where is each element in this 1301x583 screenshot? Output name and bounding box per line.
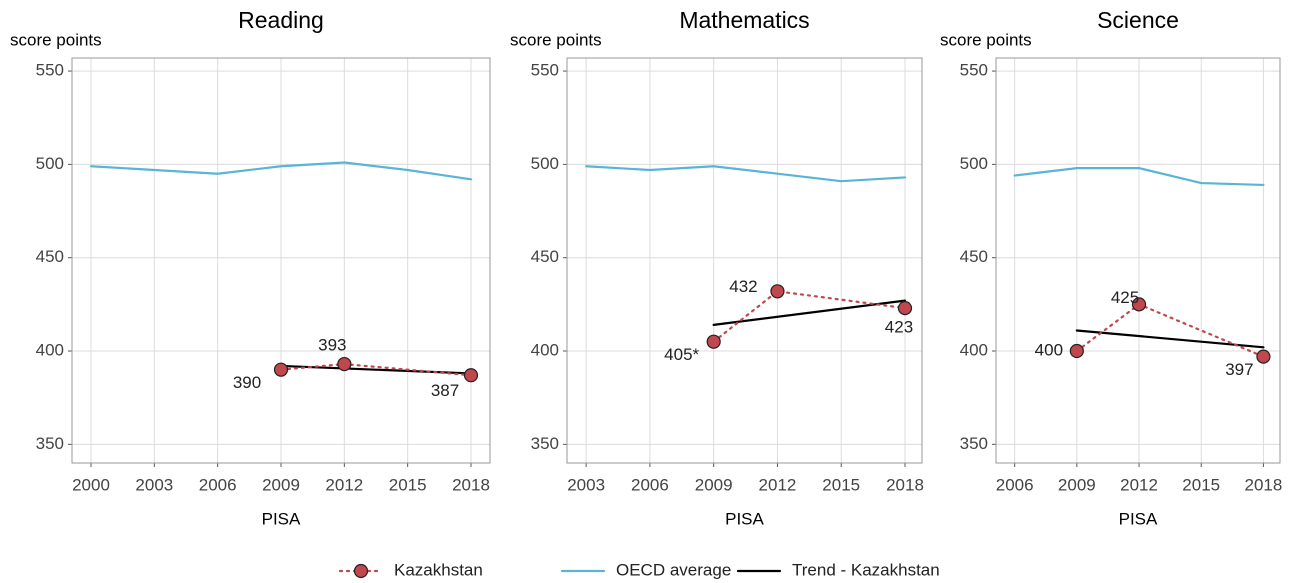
y-tick-label: 550 bbox=[36, 61, 64, 80]
panel-title: Mathematics bbox=[679, 7, 809, 33]
x-tick-label: 2009 bbox=[262, 475, 300, 494]
series-line bbox=[585, 165, 907, 183]
y-tick-label: 450 bbox=[531, 247, 559, 266]
y-tick-label: 350 bbox=[36, 434, 64, 453]
data-point bbox=[463, 368, 479, 383]
series-line bbox=[279, 364, 473, 375]
series-line bbox=[712, 290, 907, 343]
series-line bbox=[89, 161, 473, 181]
x-tick-label: 2015 bbox=[389, 475, 427, 494]
x-axis-label: PISA bbox=[725, 509, 764, 528]
data-point bbox=[337, 356, 352, 372]
y-tick-label: 350 bbox=[960, 434, 988, 453]
x-tick-label: 2015 bbox=[1182, 475, 1220, 494]
data-label: 400 bbox=[1035, 341, 1063, 360]
x-tick-label: 2012 bbox=[759, 475, 797, 494]
x-tick-label: 2018 bbox=[886, 475, 924, 494]
data-label: 393 bbox=[318, 336, 346, 355]
y-tick-label: 350 bbox=[531, 434, 559, 453]
data-point bbox=[1069, 343, 1084, 359]
data-label: 405* bbox=[664, 345, 699, 364]
data-point bbox=[770, 284, 785, 299]
x-tick-label: 2012 bbox=[1120, 475, 1158, 494]
y-tick-label: 500 bbox=[36, 154, 64, 173]
y-tick-label: 500 bbox=[960, 154, 988, 173]
y-tick-label: 550 bbox=[531, 61, 559, 80]
y-axis-label: score points bbox=[510, 30, 602, 49]
data-point bbox=[1131, 297, 1147, 312]
x-tick-label: 2015 bbox=[822, 475, 860, 494]
y-tick-label: 450 bbox=[36, 247, 64, 266]
data-label: 423 bbox=[885, 318, 913, 337]
series-line bbox=[1075, 303, 1265, 358]
y-tick-label: 400 bbox=[36, 341, 64, 360]
plot-frame bbox=[995, 57, 1281, 464]
x-tick-label: 2009 bbox=[695, 475, 733, 494]
x-tick-label: 2012 bbox=[325, 475, 363, 494]
y-tick-label: 400 bbox=[531, 341, 559, 360]
data-label: 397 bbox=[1225, 360, 1253, 379]
data-label: 425 bbox=[1111, 288, 1139, 307]
x-axis-label: PISA bbox=[262, 509, 301, 528]
data-point bbox=[1256, 349, 1271, 364]
legend-label: OECD average bbox=[616, 560, 731, 579]
legend-label: Trend - Kazakhstan bbox=[792, 560, 940, 579]
data-label: 387 bbox=[431, 381, 459, 400]
y-tick-label: 550 bbox=[960, 61, 988, 80]
plot-frame bbox=[71, 57, 491, 464]
data-label: 432 bbox=[729, 277, 757, 296]
legend-label: Kazakhstan bbox=[394, 560, 483, 579]
y-axis-label: score points bbox=[10, 30, 102, 49]
y-tick-label: 500 bbox=[531, 154, 559, 173]
x-tick-label: 2009 bbox=[1058, 475, 1096, 494]
x-tick-label: 2003 bbox=[567, 475, 605, 494]
data-point bbox=[273, 362, 289, 377]
y-axis-label: score points bbox=[940, 30, 1032, 49]
panel-title: Reading bbox=[238, 7, 324, 33]
plot-frame bbox=[566, 57, 923, 464]
x-tick-label: 2000 bbox=[72, 475, 110, 494]
panel-title: Science bbox=[1097, 7, 1179, 33]
x-axis-label: PISA bbox=[1119, 509, 1158, 528]
data-label: 390 bbox=[233, 373, 261, 392]
data-point bbox=[897, 300, 913, 316]
series-line bbox=[712, 299, 907, 326]
y-tick-label: 450 bbox=[960, 247, 988, 266]
series-line bbox=[1075, 329, 1265, 349]
x-tick-label: 2018 bbox=[1245, 475, 1283, 494]
x-tick-label: 2003 bbox=[135, 475, 173, 494]
x-tick-label: 2006 bbox=[199, 475, 237, 494]
data-point bbox=[706, 334, 721, 349]
x-tick-label: 2006 bbox=[631, 475, 669, 494]
x-tick-label: 2018 bbox=[452, 475, 490, 494]
x-tick-label: 2006 bbox=[996, 475, 1034, 494]
y-tick-label: 400 bbox=[960, 341, 988, 360]
legend-marker bbox=[353, 563, 369, 579]
series-line bbox=[1013, 167, 1265, 187]
